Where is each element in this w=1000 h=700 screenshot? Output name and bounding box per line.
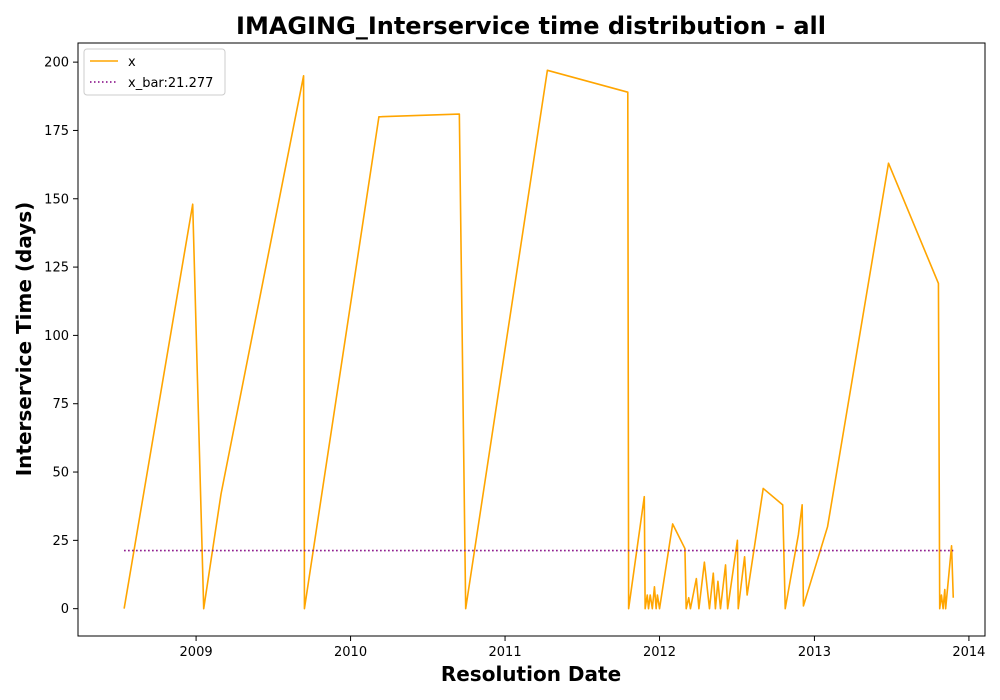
x-tick-label: 2010: [334, 645, 367, 660]
legend-label-x: x: [128, 55, 136, 70]
series-layer: [123, 69, 955, 610]
x-tick-label: 2011: [489, 645, 522, 660]
y-tick-label: 100: [44, 329, 69, 344]
y-tick-label: 125: [44, 261, 69, 276]
x-axis-label: Resolution Date: [441, 662, 621, 686]
y-axis-ticks: 0 25 50 75 100 125 150 175 200: [44, 56, 78, 617]
legend: x x_bar:21.277: [83, 48, 226, 96]
y-tick-label: 50: [52, 466, 69, 481]
x-tick-label: 2013: [798, 645, 831, 660]
y-tick-label: 25: [52, 534, 69, 549]
legend-box: [83, 48, 226, 96]
x-tick-label: 2014: [952, 645, 985, 660]
series-line-x: [123, 69, 955, 610]
y-tick-label: 150: [44, 192, 69, 207]
plot-area: 2009 2010 2011 2012 2013 2014 0 25 50 75 100 125 15…: [44, 42, 986, 660]
plot-frame: [77, 42, 986, 637]
x-axis-ticks: 2009 2010 2011 2012 2013 2014: [180, 636, 985, 660]
chart-title: IMAGING_Interservice time distribution -…: [236, 12, 826, 40]
y-tick-label: 0: [61, 602, 69, 617]
y-axis-label: Interservice Time (days): [12, 202, 36, 477]
x-tick-label: 2009: [180, 645, 213, 660]
y-tick-label: 75: [52, 397, 69, 412]
x-tick-label: 2012: [643, 645, 676, 660]
y-tick-label: 200: [44, 56, 69, 71]
y-tick-label: 175: [44, 124, 69, 139]
legend-label-x-bar: x_bar:21.277: [128, 76, 213, 91]
